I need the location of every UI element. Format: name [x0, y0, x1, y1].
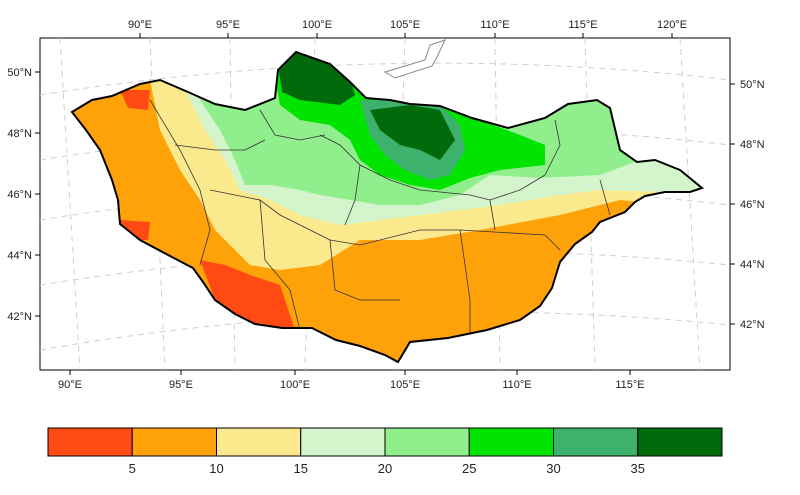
- bottom-lon-label: 105°E: [390, 379, 420, 391]
- frame-ticks: [35, 33, 735, 375]
- bottom-lon-label: 95°E: [169, 379, 193, 391]
- colorbar: 5 10 15 20 25 30 35: [47, 427, 723, 476]
- zone-max-khentii: [370, 105, 455, 160]
- precipitation-fill-zones: [72, 52, 702, 362]
- zone-0-5-gobi: [200, 260, 295, 330]
- top-lon-labels: 90°E 95°E 100°E 105°E 110°E 115°E 120°E: [128, 19, 687, 31]
- lake-baikal-outline: [383, 39, 446, 79]
- right-lat-label: 50°N: [740, 79, 765, 91]
- colorbar-tick-label: 25: [462, 461, 476, 476]
- colorbar-swatch: [468, 427, 554, 457]
- top-lon-label: 100°E: [302, 19, 332, 31]
- colorbar-tick-label: 30: [546, 461, 560, 476]
- left-lat-label: 50°N: [7, 67, 32, 79]
- right-lat-label: 44°N: [740, 259, 765, 271]
- colorbar-swatch: [47, 427, 133, 457]
- colorbar-swatch: [637, 427, 723, 457]
- top-lon-label: 105°E: [390, 19, 420, 31]
- colorbar-tick-label: 15: [294, 461, 308, 476]
- bottom-lon-label: 110°E: [502, 379, 531, 391]
- right-lat-labels: 50°N 48°N 46°N 44°N 42°N: [740, 79, 765, 331]
- top-lon-label: 115°E: [568, 19, 597, 31]
- top-lon-label: 95°E: [216, 19, 240, 31]
- right-lat-label: 42°N: [740, 319, 765, 331]
- colorbar-swatch: [131, 427, 217, 457]
- colorbar-swatch: [300, 427, 386, 457]
- colorbar-swatch: [216, 427, 302, 457]
- bottom-lon-label: 100°E: [280, 379, 310, 391]
- zone-0-5-northwest: [120, 90, 150, 110]
- left-lat-labels: 50°N 48°N 46°N 44°N 42°N: [7, 67, 32, 323]
- colorbar-tick-label: 20: [378, 461, 392, 476]
- left-lat-label: 46°N: [7, 189, 32, 201]
- bottom-lon-label: 115°E: [615, 379, 644, 391]
- top-lon-label: 90°E: [128, 19, 152, 31]
- left-lat-label: 42°N: [7, 311, 32, 323]
- left-lat-label: 44°N: [7, 250, 32, 262]
- colorbar-swatch: [553, 427, 639, 457]
- top-lon-label: 110°E: [480, 19, 509, 31]
- colorbar-swatch: [384, 427, 470, 457]
- colorbar-tick-label: 10: [209, 461, 223, 476]
- colorbar-tick-label: 5: [129, 461, 136, 476]
- right-lat-label: 48°N: [740, 139, 765, 151]
- province-borders: [149, 99, 611, 335]
- bottom-lon-labels: 90°E 95°E 100°E 105°E 110°E 115°E: [58, 379, 645, 391]
- left-lat-label: 48°N: [7, 128, 32, 140]
- colorbar-tick-label: 35: [631, 461, 645, 476]
- top-lon-label: 120°E: [657, 19, 687, 31]
- right-lat-label: 46°N: [740, 199, 765, 211]
- bottom-lon-label: 90°E: [58, 379, 82, 391]
